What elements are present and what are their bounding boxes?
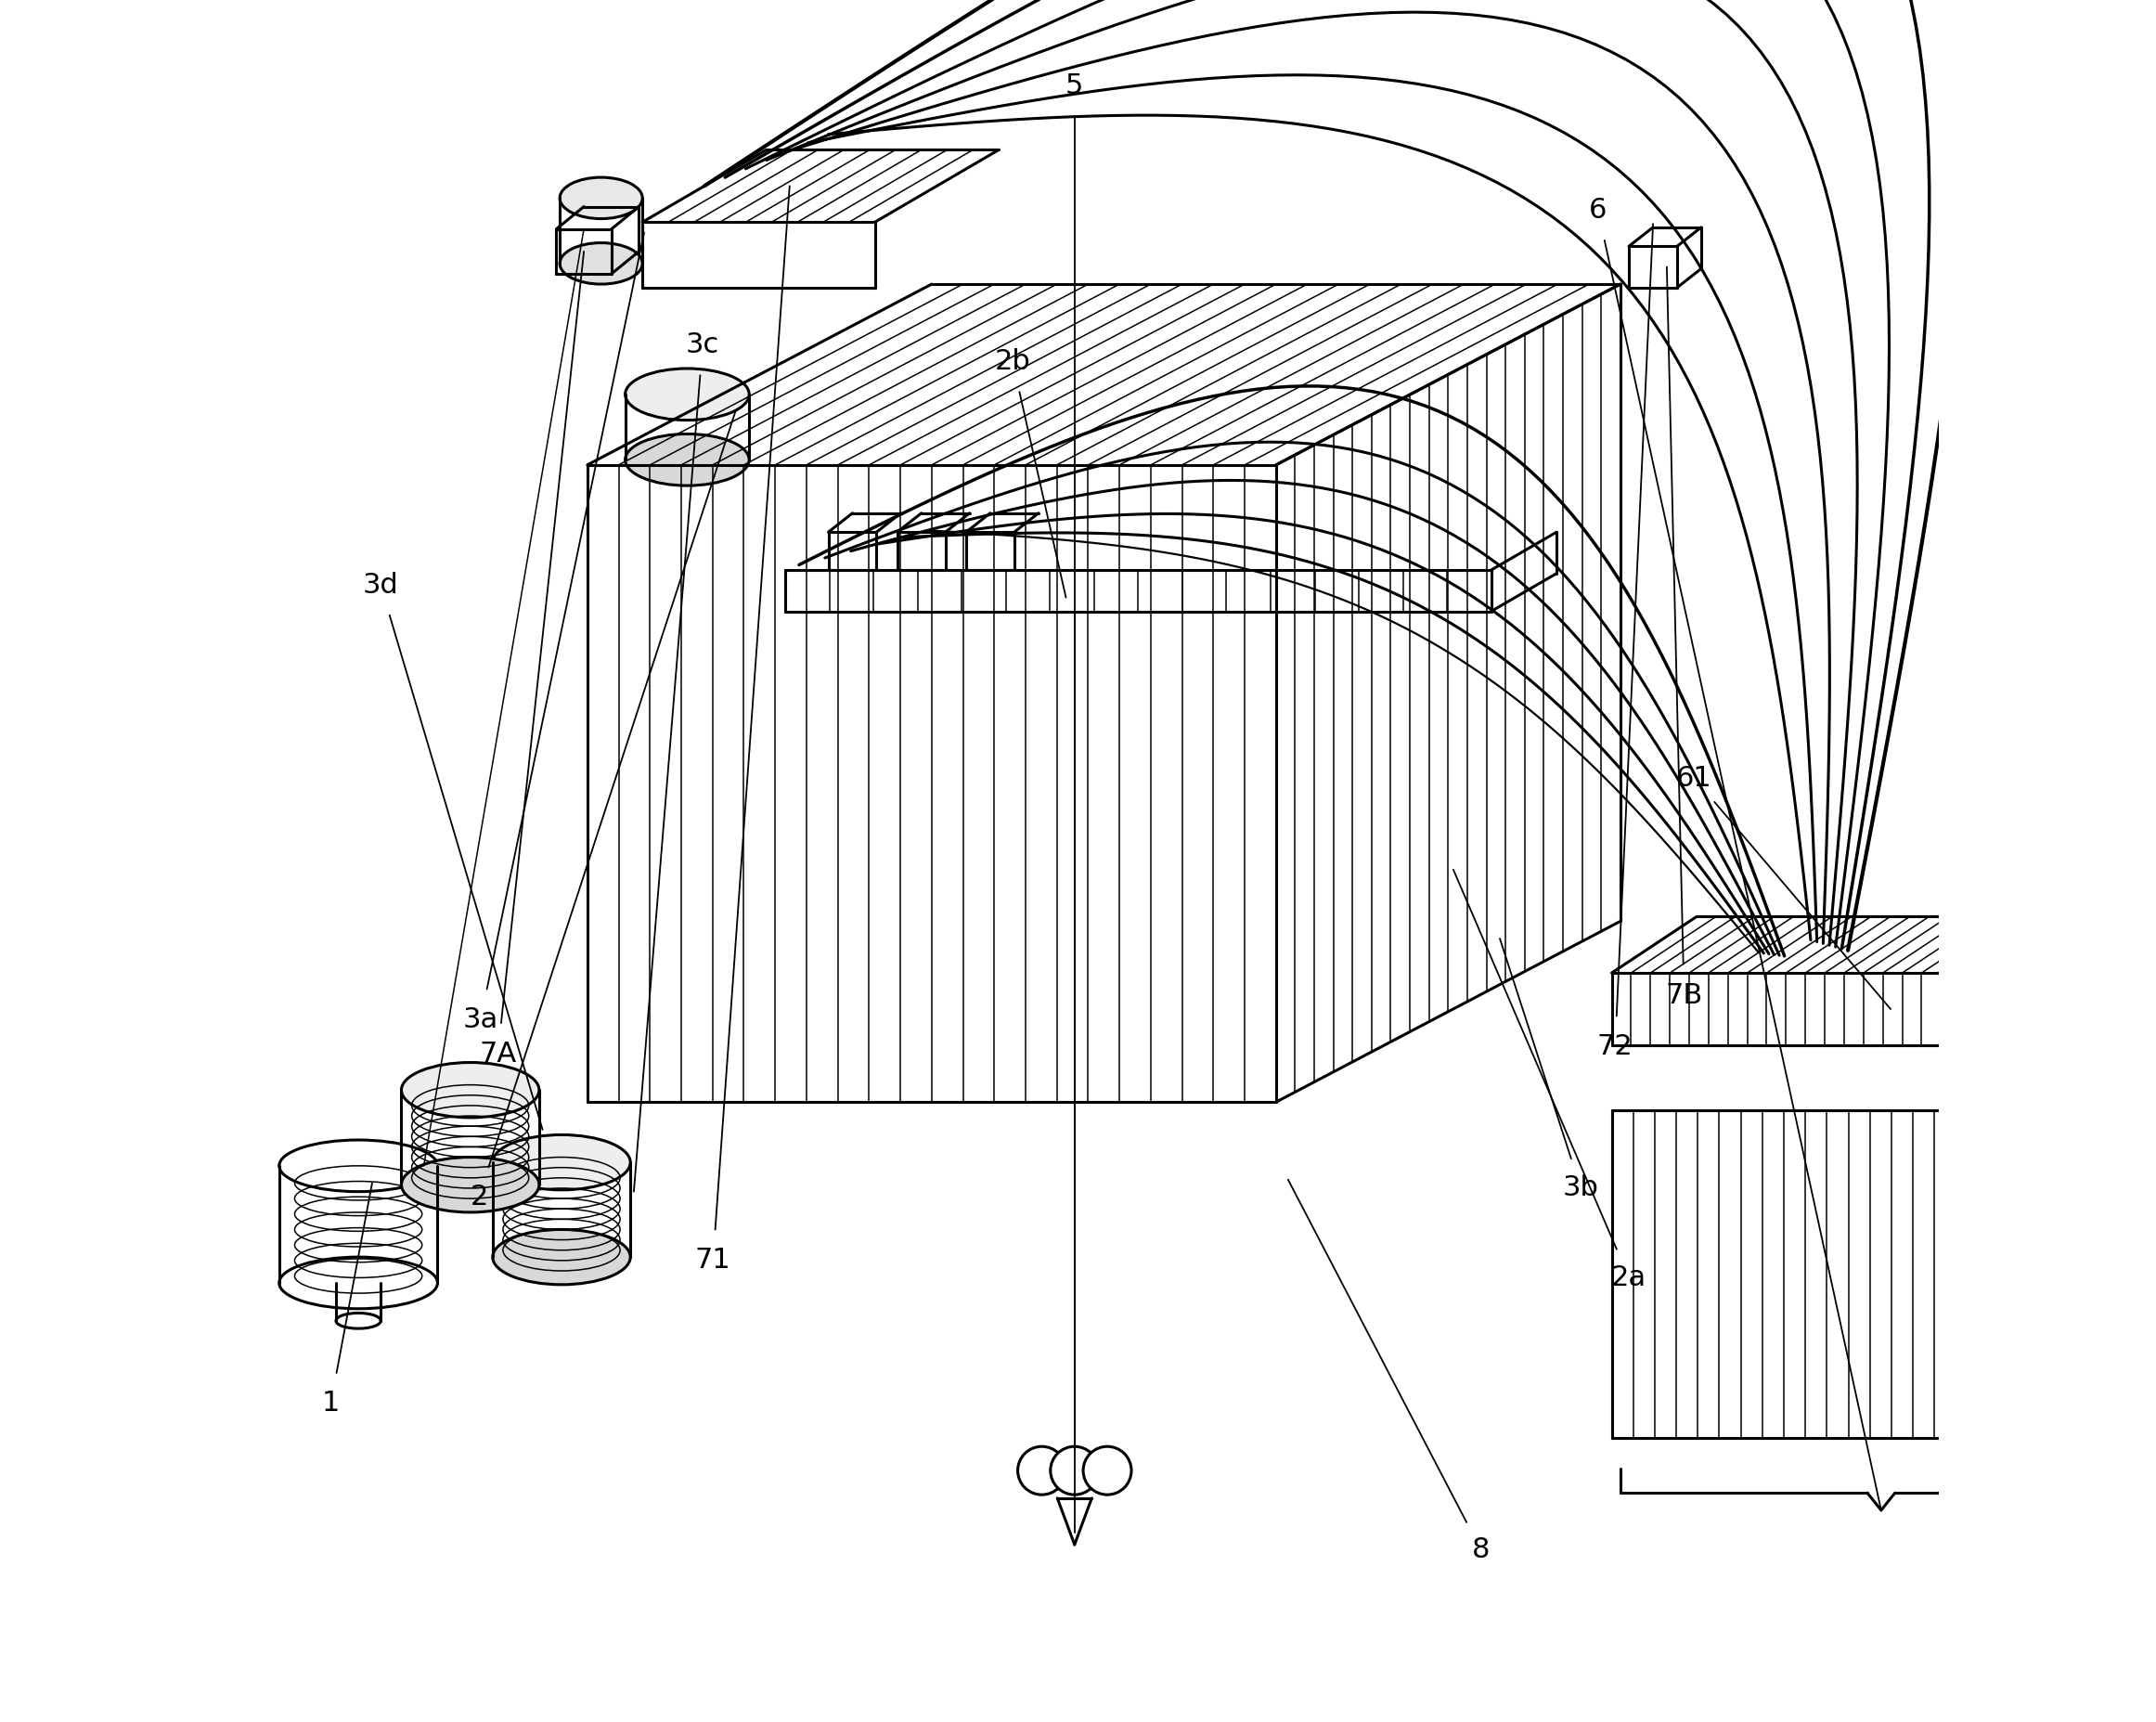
Ellipse shape bbox=[336, 1312, 382, 1329]
Text: 7A: 7A bbox=[479, 1040, 517, 1068]
Text: 7B: 7B bbox=[1664, 982, 1703, 1009]
Ellipse shape bbox=[625, 434, 748, 486]
Text: 5: 5 bbox=[1065, 72, 1084, 100]
Ellipse shape bbox=[561, 177, 642, 219]
Ellipse shape bbox=[625, 369, 748, 420]
Ellipse shape bbox=[492, 1230, 630, 1285]
Ellipse shape bbox=[278, 1140, 438, 1192]
Text: 1: 1 bbox=[321, 1390, 341, 1417]
Text: 2: 2 bbox=[470, 1183, 487, 1211]
Ellipse shape bbox=[401, 1062, 539, 1118]
Text: 3b: 3b bbox=[1563, 1174, 1600, 1202]
Text: 71: 71 bbox=[694, 1247, 731, 1274]
Circle shape bbox=[1018, 1446, 1065, 1495]
Circle shape bbox=[1050, 1446, 1100, 1495]
Text: 72: 72 bbox=[1598, 1033, 1632, 1061]
Ellipse shape bbox=[561, 243, 642, 284]
Text: 8: 8 bbox=[1473, 1536, 1490, 1564]
Text: 3c: 3c bbox=[686, 331, 720, 358]
Text: 3d: 3d bbox=[362, 572, 399, 599]
Text: 2b: 2b bbox=[994, 348, 1031, 375]
Text: 3a: 3a bbox=[464, 1006, 498, 1033]
Text: 61: 61 bbox=[1677, 765, 1712, 792]
Ellipse shape bbox=[401, 1157, 539, 1212]
Ellipse shape bbox=[492, 1135, 630, 1190]
Circle shape bbox=[1082, 1446, 1132, 1495]
Text: 2a: 2a bbox=[1611, 1264, 1647, 1292]
Text: 6: 6 bbox=[1589, 196, 1606, 224]
Ellipse shape bbox=[278, 1257, 438, 1309]
